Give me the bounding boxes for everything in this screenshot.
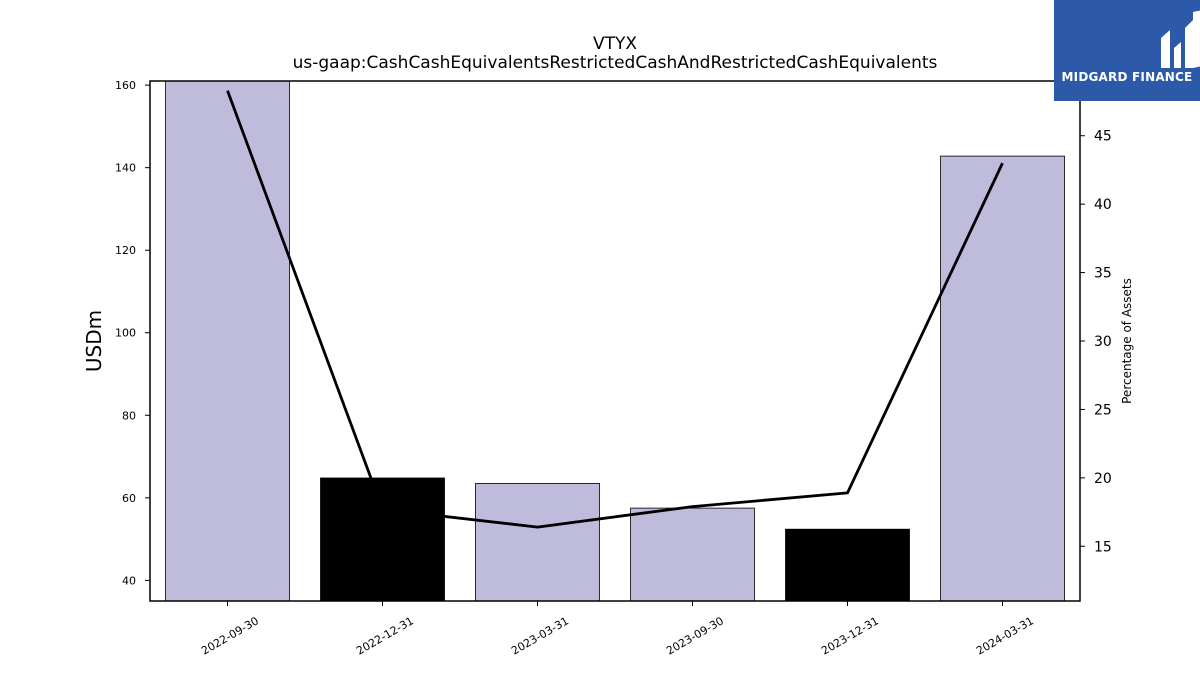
x-tick-label: 2022-09-30 — [199, 614, 261, 657]
bars — [165, 80, 1065, 602]
y2-tick-label: 40 — [1094, 197, 1112, 213]
bar — [785, 528, 910, 602]
x-tick-label: 2023-03-31 — [509, 614, 571, 657]
y-axis-label: USDm — [82, 310, 106, 372]
pct-line — [226, 90, 1004, 529]
x-tick-label: 2024-03-31 — [974, 614, 1036, 657]
y2-tick-label: 45 — [1094, 129, 1112, 145]
series-line — [226, 90, 1004, 529]
y2-tick-label: 35 — [1094, 266, 1112, 282]
bar — [165, 80, 290, 602]
x-tick-label: 2023-09-30 — [664, 614, 726, 657]
y-tick-label: 60 — [122, 492, 136, 505]
y-tick-label: 100 — [115, 327, 136, 340]
y2-axis: 15 20 25 30 35 40 45 — [1080, 129, 1112, 555]
y-tick-label: 40 — [122, 574, 136, 587]
bar — [475, 482, 600, 602]
y2-tick-label: 30 — [1094, 334, 1112, 350]
y-axis: 40 60 80 100 120 140 160 — [115, 79, 150, 587]
y-tick-label: 140 — [115, 162, 136, 175]
chart-title: VTYX — [593, 34, 637, 54]
y2-axis-label: Percentage of Assets — [1120, 278, 1134, 404]
chart-subtitle: us-gaap:CashCashEquivalentsRestrictedCas… — [293, 53, 938, 73]
bar — [940, 155, 1065, 602]
x-tick-label: 2022-12-31 — [354, 614, 416, 657]
x-axis: 2022-09-30 2022-12-31 2023-03-31 2023-09-30… — [199, 601, 1036, 658]
logo-text: MIDGARD FINANCE — [1061, 70, 1193, 84]
y2-tick-label: 15 — [1094, 539, 1112, 555]
x-tick-label: 2023-12-31 — [819, 614, 881, 657]
bar — [320, 477, 445, 602]
y-tick-label: 80 — [122, 409, 136, 422]
midgard-finance-logo: MIDGARD FINANCE — [1054, 0, 1200, 101]
y2-tick-label: 25 — [1094, 402, 1112, 418]
y-tick-label: 160 — [115, 79, 136, 92]
y-tick-label: 120 — [115, 244, 136, 257]
midgard-logo-icon — [1161, 10, 1200, 68]
bar — [630, 507, 755, 602]
y2-tick-label: 20 — [1094, 471, 1112, 487]
